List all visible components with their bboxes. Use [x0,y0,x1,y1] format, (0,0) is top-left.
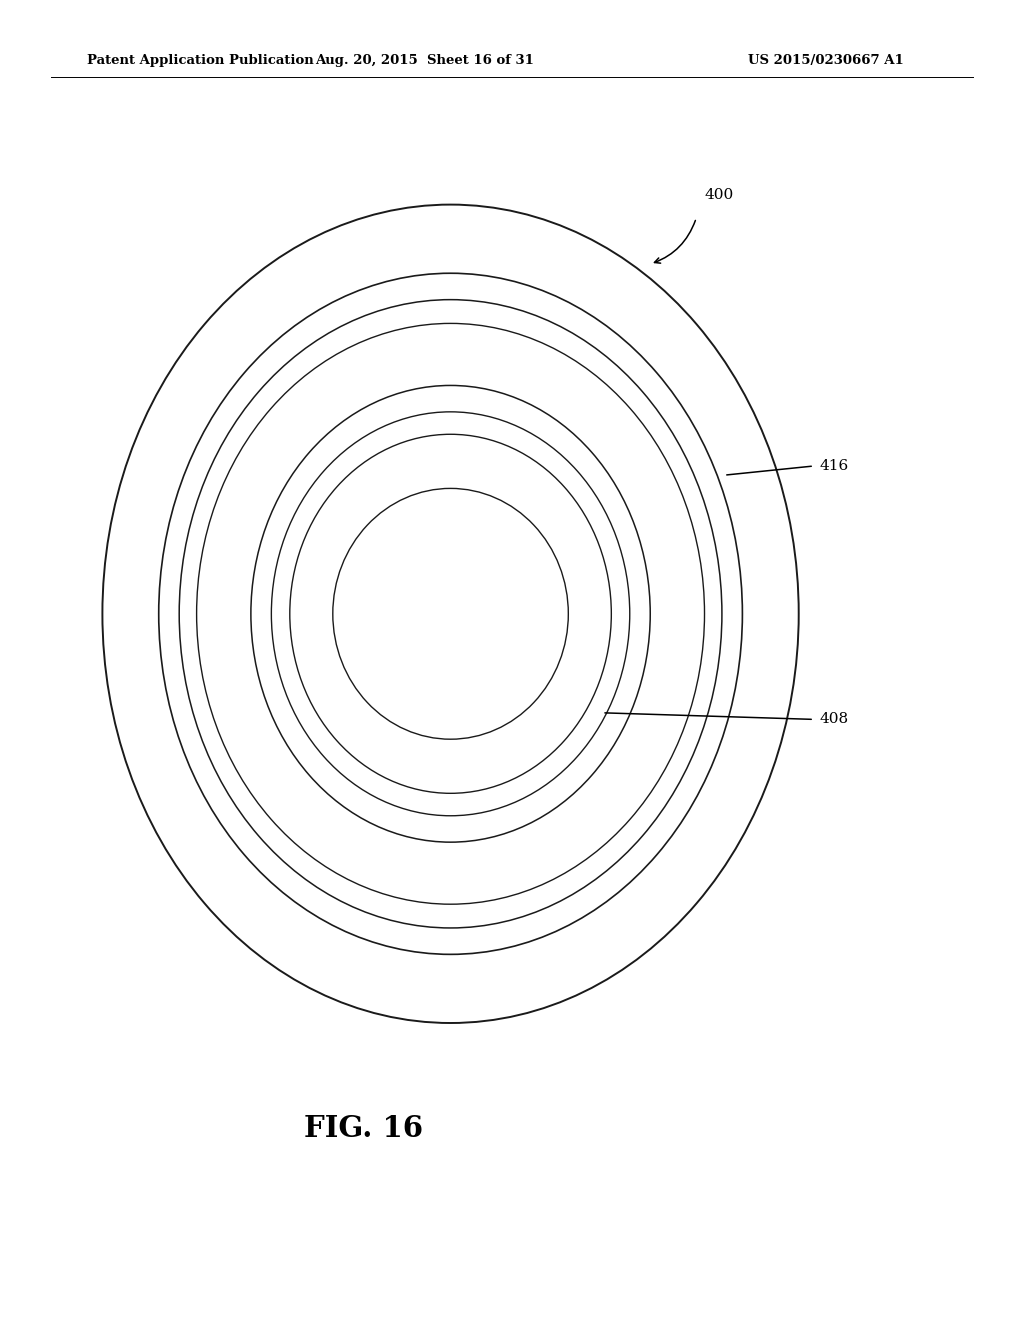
Text: Patent Application Publication: Patent Application Publication [87,54,313,67]
Text: 416: 416 [819,459,849,473]
Text: FIG. 16: FIG. 16 [304,1114,423,1143]
Text: 400: 400 [705,187,734,202]
Text: US 2015/0230667 A1: US 2015/0230667 A1 [748,54,903,67]
Text: Aug. 20, 2015  Sheet 16 of 31: Aug. 20, 2015 Sheet 16 of 31 [315,54,535,67]
Text: 408: 408 [819,713,848,726]
